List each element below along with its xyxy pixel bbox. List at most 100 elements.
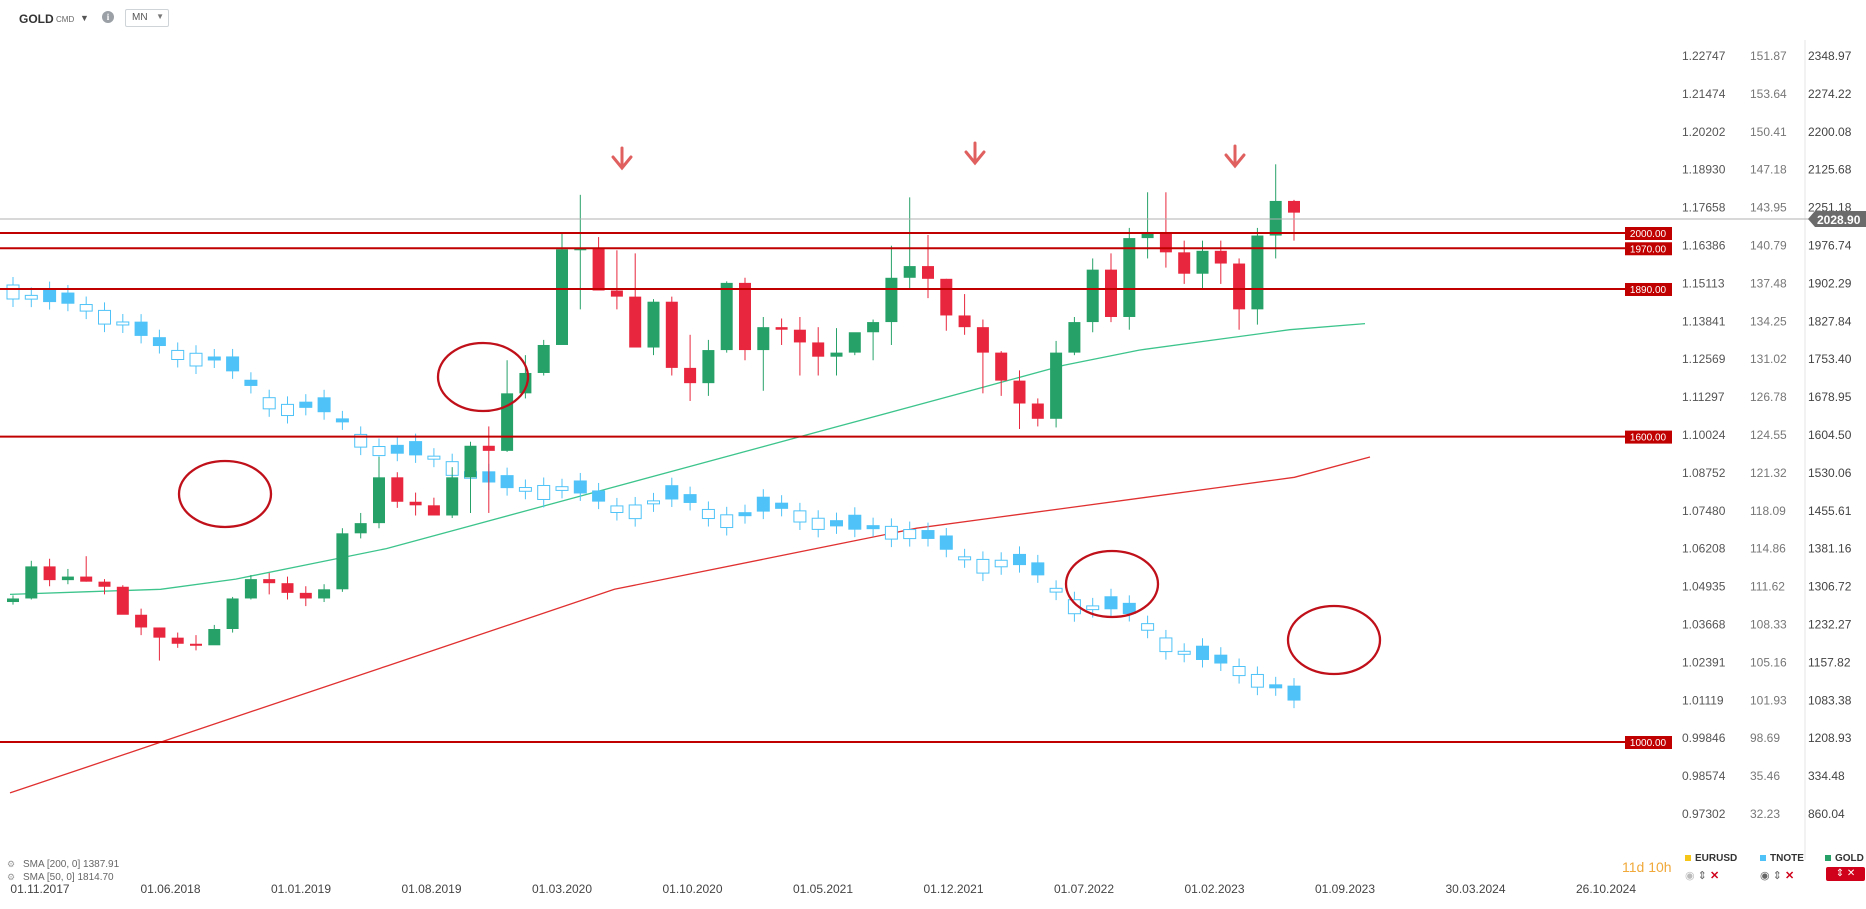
gold-candle [318,589,331,599]
tnote-candle [720,514,734,529]
move-icon[interactable]: ⇕ [1772,870,1782,882]
tnote-candle [6,284,20,300]
tnote-candle [1013,553,1026,566]
gold-candle [1196,250,1209,274]
eurusd-tick-label: 1.12569 [1682,352,1726,366]
level-label: 1890.00 [1630,285,1667,296]
gold-color-swatch [1825,855,1831,862]
eurusd-tick-label: 1.06208 [1682,542,1726,556]
tnote-candle [1049,587,1063,593]
tnote-candle [921,530,935,539]
level-lines[interactable]: 2000.00 1970.00 1890.00 1600.00 1000.00 [0,227,1672,749]
close-icon[interactable]: ✕ [1784,870,1795,882]
gold-candle [208,629,221,646]
tnote-candle [884,525,898,540]
gold-candle [190,643,202,646]
gold-candle [409,501,422,506]
close-icon[interactable]: ✕ [1846,868,1856,879]
indicator-settings-icon[interactable]: ⚙ [7,859,16,869]
gold-tick-label: 1902.29 [1808,276,1852,290]
eurusd-tick-label: 0.97302 [1682,807,1726,821]
eurusd-tick-label: 1.18930 [1682,163,1726,177]
tnote-candle [903,529,917,540]
tnote-candle [427,455,441,460]
circle-annotations [177,341,1382,676]
level-label: 1970.00 [1630,244,1667,255]
eye-icon[interactable]: ◉ [1760,870,1770,882]
down-arrow-icon [964,141,986,166]
gold-candle [226,598,239,630]
interval-select[interactable]: MN ▼ [125,9,169,27]
tnote-candle [1086,605,1100,611]
gold-candle [1123,238,1136,317]
tnote-candle [116,321,130,326]
gold-candle [80,576,93,582]
tnote-tick-label: 131.02 [1750,352,1787,366]
toolbar: GOLD CMD ▼ i MN ▼ [0,0,1866,40]
gold-candle [1214,250,1227,264]
tnote-candle [79,304,93,312]
eurusd-tick-label: 1.13841 [1682,314,1726,328]
eurusd-tick-label: 1.10024 [1682,428,1726,442]
tnote-candle [775,502,789,509]
close-icon[interactable]: ✕ [1709,870,1720,882]
tnote-candle [866,525,880,530]
info-icon[interactable]: i [102,11,114,23]
symbol-dropdown-icon[interactable]: ▼ [80,13,89,23]
tnote-candle [573,480,587,494]
current-price-marker: 2028.90 [0,211,1866,227]
gold-candle [958,315,971,328]
eurusd-tick-label: 0.99846 [1682,731,1726,745]
tnote-controls[interactable]: ◉ ⇕ ✕ [1760,869,1794,882]
instrument-tnote[interactable]: TNOTE [1760,853,1804,864]
gold-candle [299,592,312,599]
gold-tick-label: 1455.61 [1808,504,1852,518]
eurusd-controls[interactable]: ◉ ⇕ ✕ [1685,869,1719,882]
tnote-candle [1250,673,1264,688]
gold-candle [702,350,715,384]
tnote-candle [976,558,990,574]
price-axis[interactable]: 1.22747 151.87 2348.97 1.21474 153.64 2274.22… [1682,40,1852,860]
gold-candle [446,477,459,516]
sma50-label[interactable]: SMA [50, 0] 1814.70 [23,872,114,883]
gold-candle [793,329,806,343]
time-tick-label: 01.02.2023 [1184,882,1244,896]
tnote-tick-label: 118.09 [1750,504,1786,518]
tnote-candle [738,512,752,517]
sma200-label[interactable]: SMA [200, 0] 1387.91 [23,859,120,870]
tnote-tick-label: 105.16 [1750,655,1787,669]
gold-tick-label: 2348.97 [1808,49,1852,63]
tnote-candle [793,510,807,523]
instrument-eurusd[interactable]: EURUSD [1685,853,1737,864]
eurusd-tick-label: 1.03668 [1682,618,1726,632]
eye-icon[interactable]: ◉ [1685,870,1695,882]
indicator-settings-icon[interactable]: ⚙ [7,872,16,882]
symbol-label[interactable]: GOLD [19,12,54,26]
gold-candle [373,477,385,524]
tnote-candle [409,441,423,456]
time-axis[interactable]: 01.11.2017 01.06.2018 01.01.2019 01.08.2019… [10,882,1636,896]
sma200-line [9,456,1371,794]
gold-candle [720,282,733,351]
move-icon[interactable]: ⇕ [1697,870,1707,882]
gold-candle [263,579,276,584]
gold-candle [1105,269,1117,317]
tnote-tick-label: 98.69 [1750,731,1780,745]
gold-controls[interactable]: ⇕ ✕ [1826,867,1865,881]
gold-tick-label: 1976.74 [1808,239,1852,253]
tnote-candles [6,277,1301,709]
gold-candle [1178,252,1191,274]
level-tag [1625,242,1672,256]
tnote-candle [665,485,679,500]
eurusd-tick-label: 1.07480 [1682,504,1726,518]
gold-tick-label: 1827.84 [1808,314,1852,328]
gold-candle [1050,352,1063,419]
tnote-tick-label: 111.62 [1750,580,1785,594]
instrument-gold[interactable]: GOLD [1825,853,1864,864]
tnote-candle [1141,623,1155,631]
tnote-candle [647,500,660,505]
highlight-circle [177,459,273,529]
move-icon[interactable]: ⇕ [1835,868,1845,879]
gold-candle [7,598,19,603]
